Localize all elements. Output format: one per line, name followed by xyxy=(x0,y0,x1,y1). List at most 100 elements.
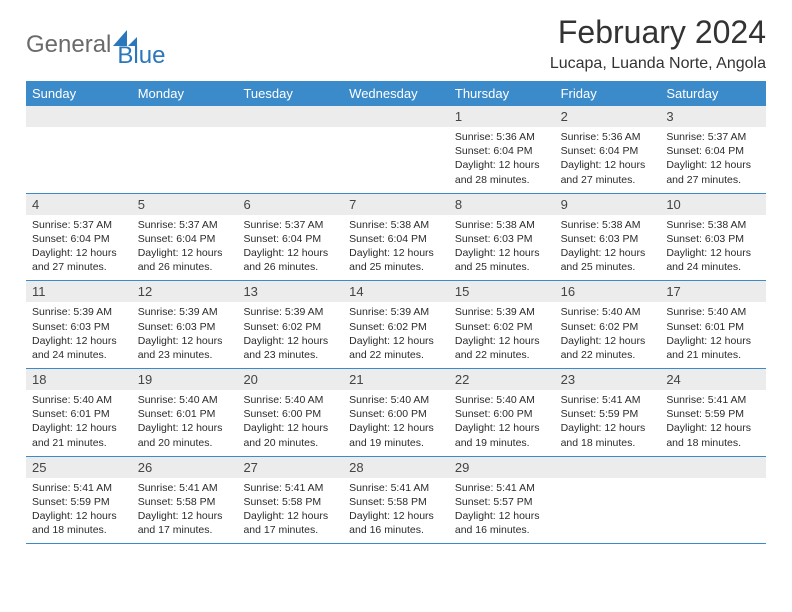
sunset-text: Sunset: 5:57 PM xyxy=(455,495,549,509)
day-number: 14 xyxy=(343,281,449,302)
day-cell: 15Sunrise: 5:39 AMSunset: 6:02 PMDayligh… xyxy=(449,281,555,368)
sunset-text: Sunset: 6:01 PM xyxy=(666,320,760,334)
day-body: Sunrise: 5:37 AMSunset: 6:04 PMDaylight:… xyxy=(26,215,132,281)
header: General Blue February 2024 Lucapa, Luand… xyxy=(26,14,766,73)
sunset-text: Sunset: 5:59 PM xyxy=(561,407,655,421)
day-cell: 6Sunrise: 5:37 AMSunset: 6:04 PMDaylight… xyxy=(237,194,343,281)
day-number: 21 xyxy=(343,369,449,390)
day-number xyxy=(132,106,238,127)
daylight-text: Daylight: 12 hours and 23 minutes. xyxy=(243,334,337,362)
sunset-text: Sunset: 6:00 PM xyxy=(243,407,337,421)
day-cell: 1Sunrise: 5:36 AMSunset: 6:04 PMDaylight… xyxy=(449,106,555,193)
day-cell: 18Sunrise: 5:40 AMSunset: 6:01 PMDayligh… xyxy=(26,369,132,456)
daylight-text: Daylight: 12 hours and 26 minutes. xyxy=(138,246,232,274)
sunrise-text: Sunrise: 5:40 AM xyxy=(561,305,655,319)
daylight-text: Daylight: 12 hours and 21 minutes. xyxy=(666,334,760,362)
day-number xyxy=(555,457,661,478)
sunrise-text: Sunrise: 5:41 AM xyxy=(32,481,126,495)
sunset-text: Sunset: 6:04 PM xyxy=(138,232,232,246)
day-cell: 23Sunrise: 5:41 AMSunset: 5:59 PMDayligh… xyxy=(555,369,661,456)
weekday-header: Thursday xyxy=(449,81,555,106)
daylight-text: Daylight: 12 hours and 18 minutes. xyxy=(32,509,126,537)
sunset-text: Sunset: 6:00 PM xyxy=(349,407,443,421)
day-body xyxy=(660,478,766,487)
day-number: 25 xyxy=(26,457,132,478)
week-row: 1Sunrise: 5:36 AMSunset: 6:04 PMDaylight… xyxy=(26,106,766,194)
page-subtitle: Lucapa, Luanda Norte, Angola xyxy=(550,55,766,73)
sunrise-text: Sunrise: 5:40 AM xyxy=(666,305,760,319)
day-body xyxy=(343,127,449,136)
sunrise-text: Sunrise: 5:37 AM xyxy=(666,130,760,144)
day-number: 11 xyxy=(26,281,132,302)
day-body: Sunrise: 5:37 AMSunset: 6:04 PMDaylight:… xyxy=(660,127,766,193)
day-cell: 24Sunrise: 5:41 AMSunset: 5:59 PMDayligh… xyxy=(660,369,766,456)
sunrise-text: Sunrise: 5:36 AM xyxy=(561,130,655,144)
daylight-text: Daylight: 12 hours and 25 minutes. xyxy=(561,246,655,274)
day-number: 7 xyxy=(343,194,449,215)
daylight-text: Daylight: 12 hours and 27 minutes. xyxy=(561,158,655,186)
sunset-text: Sunset: 6:03 PM xyxy=(561,232,655,246)
sunset-text: Sunset: 6:04 PM xyxy=(243,232,337,246)
sunset-text: Sunset: 6:00 PM xyxy=(455,407,549,421)
week-row: 4Sunrise: 5:37 AMSunset: 6:04 PMDaylight… xyxy=(26,194,766,282)
daylight-text: Daylight: 12 hours and 19 minutes. xyxy=(455,421,549,449)
daylight-text: Daylight: 12 hours and 16 minutes. xyxy=(455,509,549,537)
day-body: Sunrise: 5:41 AMSunset: 5:59 PMDaylight:… xyxy=(660,390,766,456)
weekday-header: Friday xyxy=(555,81,661,106)
day-body: Sunrise: 5:37 AMSunset: 6:04 PMDaylight:… xyxy=(132,215,238,281)
day-cell: 17Sunrise: 5:40 AMSunset: 6:01 PMDayligh… xyxy=(660,281,766,368)
day-number: 26 xyxy=(132,457,238,478)
sunrise-text: Sunrise: 5:38 AM xyxy=(349,218,443,232)
day-number: 1 xyxy=(449,106,555,127)
weekday-header: Tuesday xyxy=(237,81,343,106)
sunset-text: Sunset: 6:03 PM xyxy=(138,320,232,334)
day-number: 5 xyxy=(132,194,238,215)
day-cell: 12Sunrise: 5:39 AMSunset: 6:03 PMDayligh… xyxy=(132,281,238,368)
day-body: Sunrise: 5:38 AMSunset: 6:03 PMDaylight:… xyxy=(555,215,661,281)
day-cell: 3Sunrise: 5:37 AMSunset: 6:04 PMDaylight… xyxy=(660,106,766,193)
sunset-text: Sunset: 5:58 PM xyxy=(349,495,443,509)
day-body xyxy=(132,127,238,136)
sunset-text: Sunset: 6:04 PM xyxy=(32,232,126,246)
sunset-text: Sunset: 6:01 PM xyxy=(138,407,232,421)
sunrise-text: Sunrise: 5:38 AM xyxy=(561,218,655,232)
sunrise-text: Sunrise: 5:37 AM xyxy=(32,218,126,232)
day-number: 6 xyxy=(237,194,343,215)
weekday-header: Monday xyxy=(132,81,238,106)
sunset-text: Sunset: 6:04 PM xyxy=(666,144,760,158)
day-number: 10 xyxy=(660,194,766,215)
day-cell: 9Sunrise: 5:38 AMSunset: 6:03 PMDaylight… xyxy=(555,194,661,281)
day-cell: 28Sunrise: 5:41 AMSunset: 5:58 PMDayligh… xyxy=(343,457,449,544)
sunrise-text: Sunrise: 5:41 AM xyxy=(243,481,337,495)
day-number: 19 xyxy=(132,369,238,390)
page-title: February 2024 xyxy=(550,14,766,51)
sunrise-text: Sunrise: 5:39 AM xyxy=(32,305,126,319)
day-cell: 7Sunrise: 5:38 AMSunset: 6:04 PMDaylight… xyxy=(343,194,449,281)
day-number: 20 xyxy=(237,369,343,390)
day-cell: 19Sunrise: 5:40 AMSunset: 6:01 PMDayligh… xyxy=(132,369,238,456)
daylight-text: Daylight: 12 hours and 22 minutes. xyxy=(455,334,549,362)
day-body: Sunrise: 5:40 AMSunset: 6:01 PMDaylight:… xyxy=(660,302,766,368)
day-number: 9 xyxy=(555,194,661,215)
sunset-text: Sunset: 6:04 PM xyxy=(561,144,655,158)
sunset-text: Sunset: 5:58 PM xyxy=(243,495,337,509)
day-body: Sunrise: 5:41 AMSunset: 5:57 PMDaylight:… xyxy=(449,478,555,544)
day-cell: 21Sunrise: 5:40 AMSunset: 6:00 PMDayligh… xyxy=(343,369,449,456)
sunset-text: Sunset: 6:04 PM xyxy=(455,144,549,158)
day-number: 4 xyxy=(26,194,132,215)
weekday-header: Sunday xyxy=(26,81,132,106)
day-cell: 29Sunrise: 5:41 AMSunset: 5:57 PMDayligh… xyxy=(449,457,555,544)
day-cell: 27Sunrise: 5:41 AMSunset: 5:58 PMDayligh… xyxy=(237,457,343,544)
sunrise-text: Sunrise: 5:40 AM xyxy=(243,393,337,407)
sunset-text: Sunset: 6:03 PM xyxy=(32,320,126,334)
day-body: Sunrise: 5:36 AMSunset: 6:04 PMDaylight:… xyxy=(555,127,661,193)
weekday-header: Wednesday xyxy=(343,81,449,106)
calendar: Sunday Monday Tuesday Wednesday Thursday… xyxy=(26,81,766,544)
sunrise-text: Sunrise: 5:39 AM xyxy=(138,305,232,319)
sunset-text: Sunset: 5:59 PM xyxy=(32,495,126,509)
day-body: Sunrise: 5:38 AMSunset: 6:04 PMDaylight:… xyxy=(343,215,449,281)
sunset-text: Sunset: 6:02 PM xyxy=(349,320,443,334)
daylight-text: Daylight: 12 hours and 19 minutes. xyxy=(349,421,443,449)
day-cell: 26Sunrise: 5:41 AMSunset: 5:58 PMDayligh… xyxy=(132,457,238,544)
day-cell xyxy=(343,106,449,193)
